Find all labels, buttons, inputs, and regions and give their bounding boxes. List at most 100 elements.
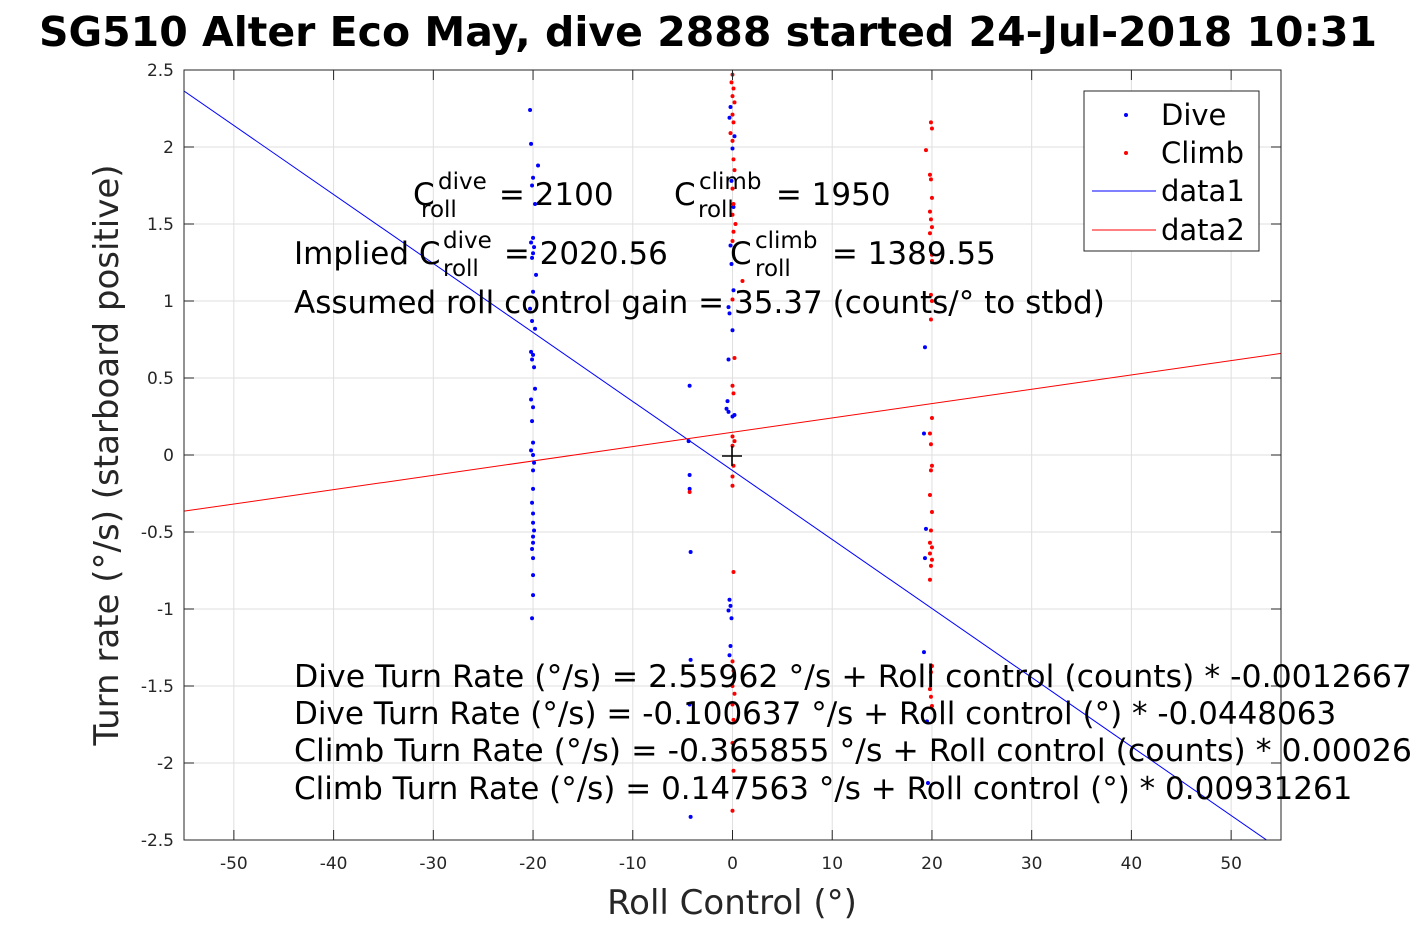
chart-title: SG510 Alter Eco May, dive 2888 started 2… [39,8,1377,56]
point-climb [929,225,934,230]
x-tick-label: 30 [1021,854,1043,874]
point-dive [925,781,930,786]
series-line-data1 [184,90,1268,840]
dive-equation-counts: Dive Turn Rate (°/s) = 2.55962 °/s + Rol… [294,659,1412,695]
point-dive [727,597,732,602]
point-climb [729,80,734,85]
point-dive [731,288,736,293]
point-dive [529,141,534,146]
x-tick-label: 50 [1220,854,1242,874]
data-points [528,72,934,819]
point-dive [726,608,731,613]
point-dive [531,556,536,561]
point-climb [929,509,934,514]
point-dive [726,409,731,414]
y-tick-label: 0 [163,446,174,466]
point-dive [531,540,536,545]
x-tick-label: -50 [220,854,248,874]
point-climb [730,138,735,143]
legend-climb-marker [1124,151,1128,155]
point-climb [929,557,934,562]
point-dive [921,650,926,655]
legend-box [1083,90,1260,252]
point-climb [928,120,933,125]
point-climb [730,112,735,117]
point-dive [531,486,536,491]
y-tick-label: -2 [157,754,174,774]
point-climb [929,704,934,709]
point-dive [923,526,928,531]
x-tick-label: -10 [619,854,647,874]
point-dive [687,702,692,707]
point-dive [530,183,535,188]
point-climb [731,229,736,234]
point-climb [928,442,933,447]
point-dive [532,245,537,250]
point-climb [929,545,934,550]
point-climb [927,551,932,556]
point-climb [927,231,932,236]
point-dive [531,593,536,598]
point-dive [528,108,533,113]
point-dive [922,345,927,350]
climb-equation-degrees: Climb Turn Rate (°/s) = 0.147563 °/s + R… [294,771,1352,807]
point-climb [929,663,934,668]
point-climb [929,258,934,263]
dive-equation-degrees: Dive Turn Rate (°/s) = -0.100637 °/s + R… [294,696,1336,732]
point-dive [728,243,733,248]
point-climb [928,468,933,473]
point-climb [732,100,737,105]
y-tick-label: 1 [163,292,174,312]
point-climb [730,94,735,99]
point-dive [731,205,736,210]
point-dive [531,511,536,516]
point-climb [730,434,735,439]
point-dive [730,328,735,333]
point-dive [533,201,538,206]
point-dive [688,657,693,662]
point-dive [725,399,730,404]
point-climb [731,668,736,673]
point-climb [732,355,737,360]
point-climb [929,252,934,257]
series-line-data2 [184,352,1281,512]
point-climb [929,416,934,421]
x-tick-label: -40 [320,854,348,874]
point-dive [529,397,534,402]
point-dive [529,448,534,453]
y-tick-label: -1.5 [141,677,174,697]
point-climb [927,172,932,177]
point-dive [687,486,692,491]
point-dive [729,262,734,267]
point-dive [530,319,535,324]
point-climb [923,148,928,153]
point-climb [687,489,692,494]
point-climb [731,120,736,125]
point-climb [731,86,736,91]
point-dive [530,500,535,505]
point-dive [534,272,539,277]
point-dive [727,653,732,658]
point-climb [740,278,745,283]
y-tick-label: 1.5 [147,215,174,235]
point-dive [533,326,538,331]
point-dive [530,419,535,424]
point-climb [928,670,933,675]
point-climb [927,687,932,692]
legend-data2-label: data2 [1161,213,1245,247]
point-climb [731,717,736,722]
point-dive [726,305,731,310]
legend: Dive Climb data1 data2 [1083,90,1260,252]
point-climb [928,217,933,222]
point-dive [728,643,733,648]
point-dive [724,406,729,411]
point-dive [727,311,732,316]
point-dive [922,556,927,561]
point-climb [730,483,735,488]
point-climb [730,808,735,813]
point-climb [731,768,736,773]
fit-lines [184,90,1281,840]
